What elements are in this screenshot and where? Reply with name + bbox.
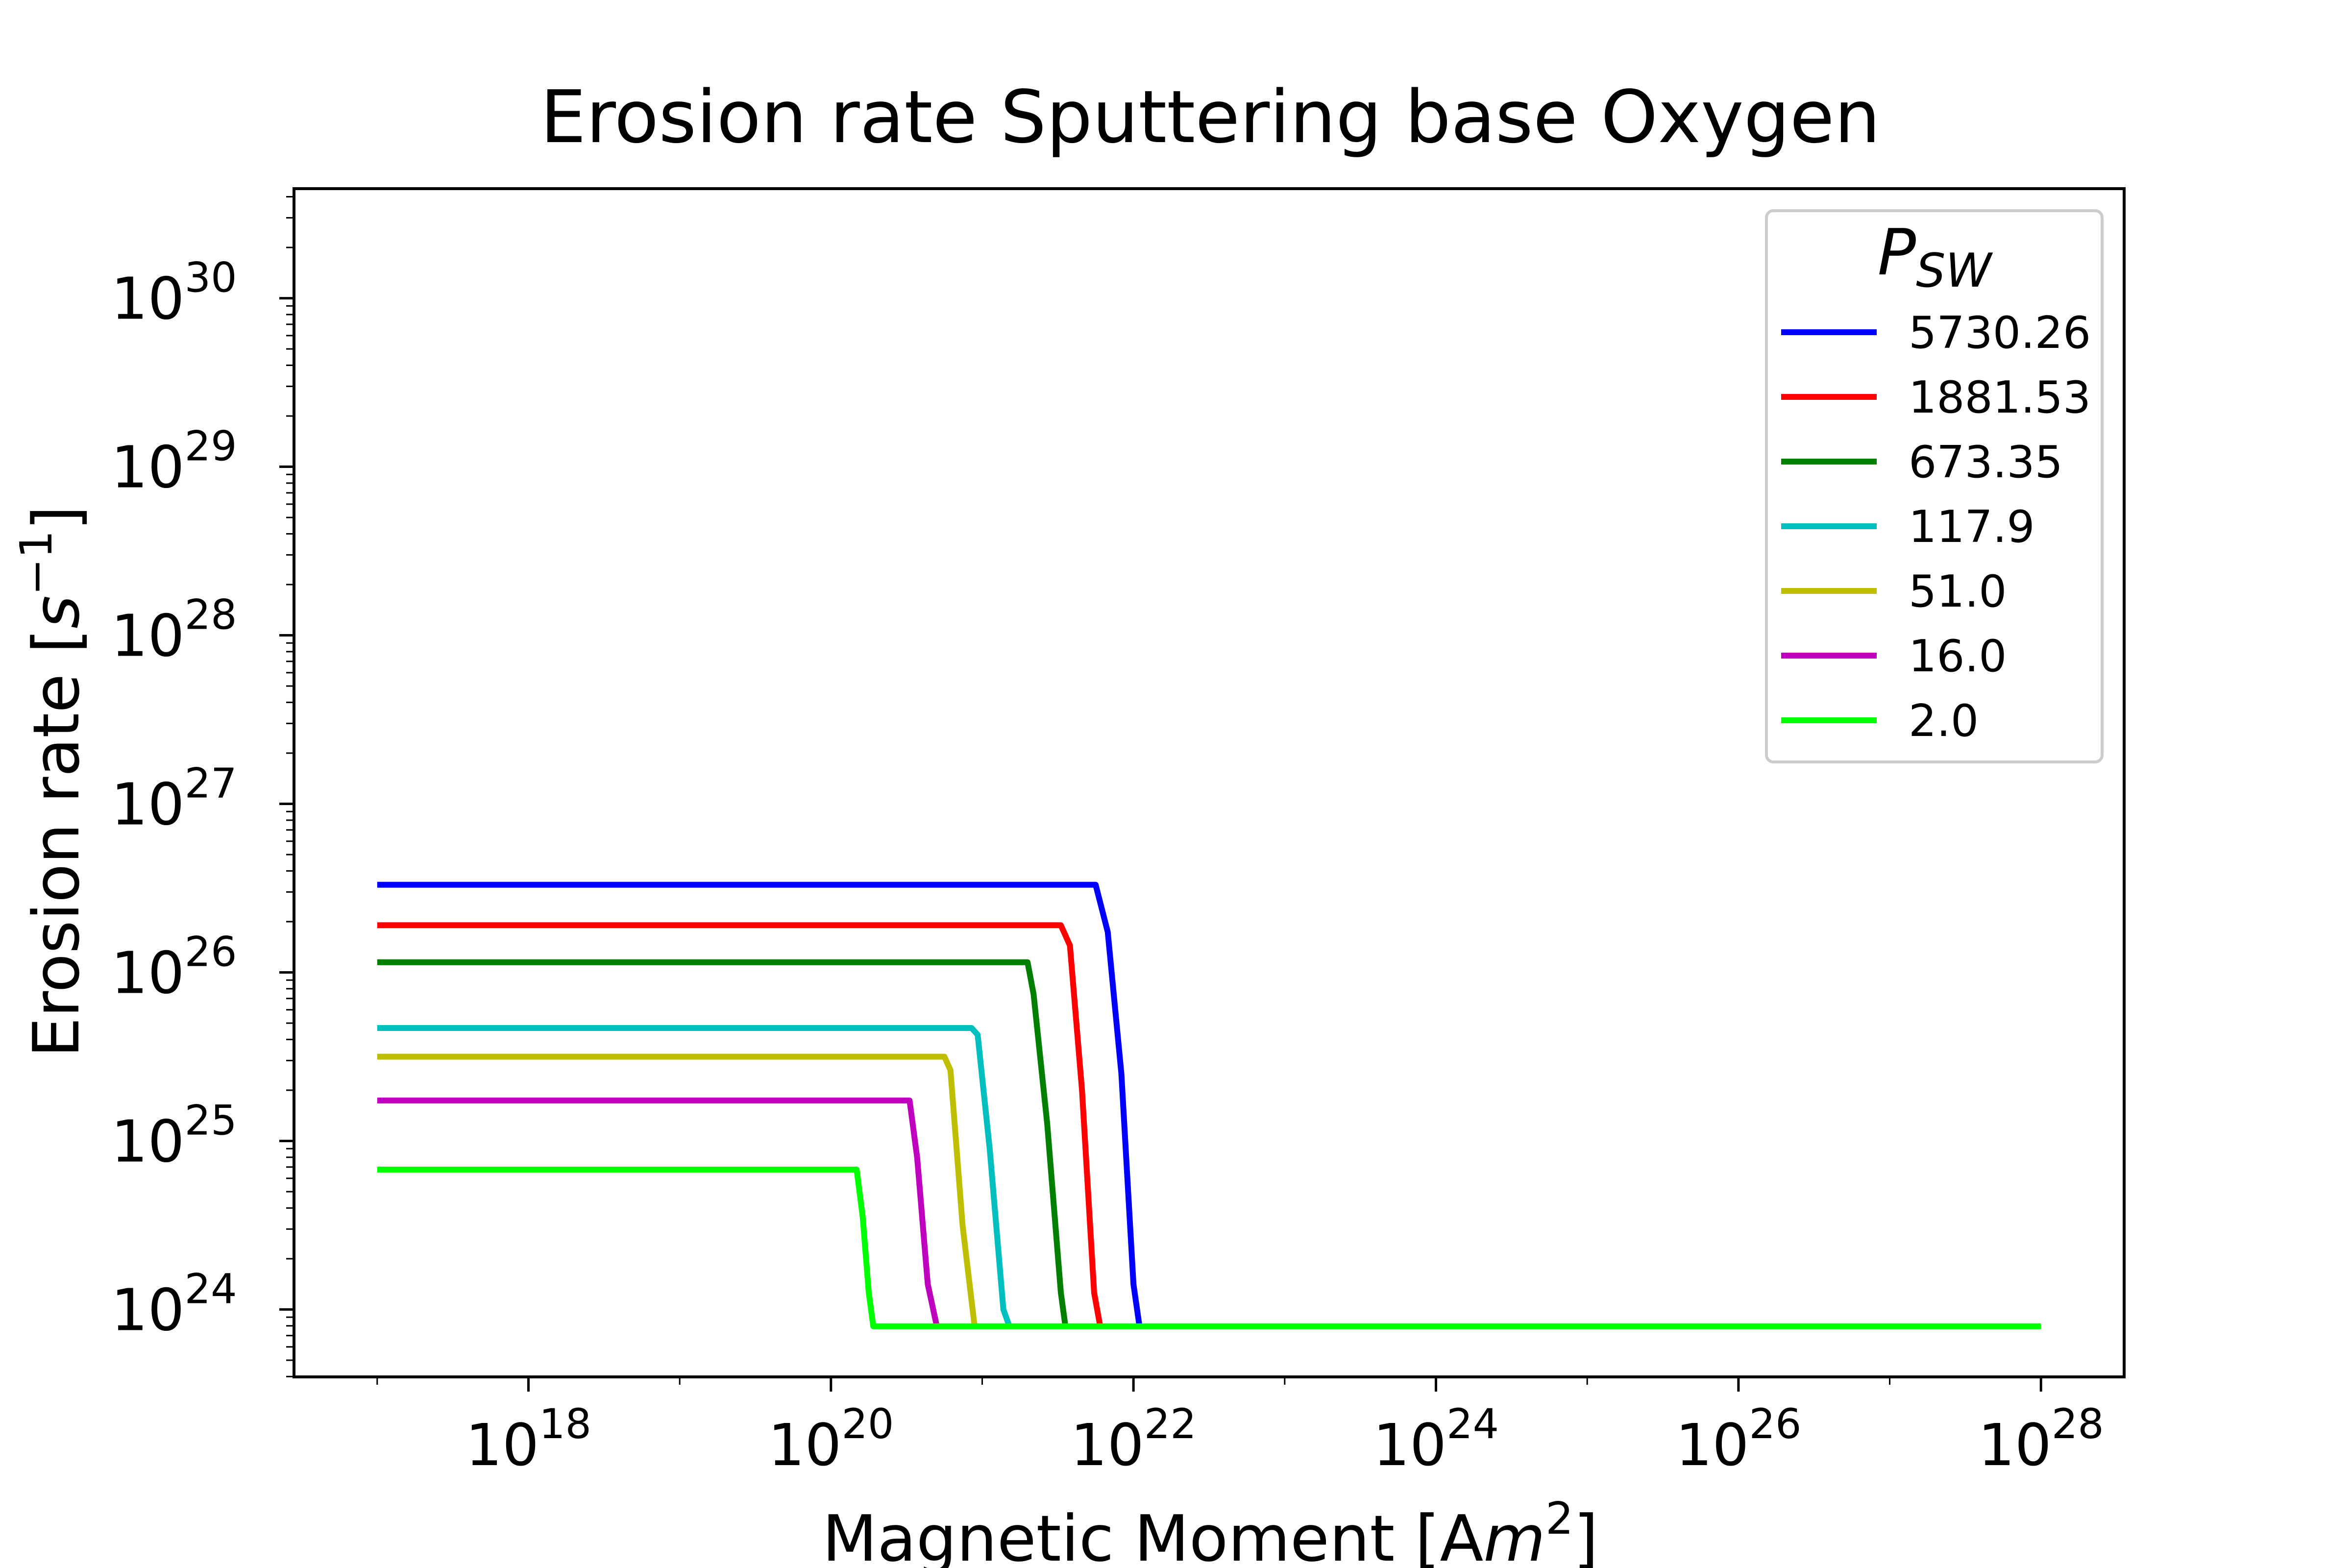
legend-entries: 5730.26 1881.53 673.35 117.9 51.0 16.0 2.0 bbox=[1781, 307, 2091, 747]
legend-title: PSW bbox=[1878, 215, 1993, 298]
y-tick-label-3: 1027 bbox=[111, 759, 237, 838]
y-tick-label-5: 1029 bbox=[111, 422, 237, 501]
legend-box bbox=[1765, 209, 2104, 763]
legend-label-6: 2.0 bbox=[1909, 695, 1979, 747]
y-tick-label-4: 1028 bbox=[111, 591, 237, 670]
y-tick-label-6: 1030 bbox=[111, 254, 237, 333]
legend-label-0: 5730.26 bbox=[1909, 307, 2091, 359]
y-axis-label: Erosion rate [s−1] bbox=[11, 506, 94, 1058]
y-tick-label-2: 1026 bbox=[111, 928, 237, 1006]
x-tick-label-2: 1022 bbox=[1071, 1400, 1197, 1479]
x-tick-label-3: 1024 bbox=[1373, 1400, 1499, 1479]
x-axis-label: Magnetic Moment [Am2] bbox=[822, 1493, 1598, 1568]
y-tick-label-0: 1024 bbox=[111, 1265, 237, 1344]
x-tick-label-0: 1018 bbox=[466, 1400, 591, 1479]
series-line-0 bbox=[377, 882, 1143, 1327]
x-axis: 1018 1020 1022 1024 1026 1028 bbox=[376, 1377, 2104, 1479]
series-line-6 bbox=[377, 1166, 2041, 1329]
y-tick-label-1: 1025 bbox=[111, 1096, 237, 1175]
chart-title: Erosion rate Sputtering base Oxygen bbox=[540, 75, 1881, 159]
legend-label-3: 117.9 bbox=[1909, 501, 2035, 553]
series-layer bbox=[377, 882, 2041, 1329]
series-line-1 bbox=[377, 922, 1103, 1327]
x-tick-label-4: 1026 bbox=[1675, 1400, 1801, 1479]
legend-label-4: 51.0 bbox=[1909, 566, 2007, 617]
series-line-2 bbox=[377, 959, 1069, 1327]
x-tick-label-1: 1020 bbox=[768, 1400, 894, 1479]
series-line-3 bbox=[377, 1025, 1012, 1327]
legend-label-2: 673.35 bbox=[1909, 437, 2063, 488]
y-axis: 1024 1025 1026 1027 1028 1029 1030 bbox=[111, 196, 294, 1377]
series-line-5 bbox=[377, 1097, 940, 1327]
legend-label-5: 16.0 bbox=[1909, 631, 2007, 682]
legend: PSW 5730.26 1881.53 673.35 117.9 51.0 16.0 2.0 bbox=[1765, 209, 2104, 763]
legend-label-1: 1881.53 bbox=[1909, 372, 2091, 423]
series-line-4 bbox=[377, 1054, 978, 1327]
axes-frame bbox=[293, 187, 2126, 1378]
x-tick-label-5: 1028 bbox=[1978, 1400, 2104, 1479]
